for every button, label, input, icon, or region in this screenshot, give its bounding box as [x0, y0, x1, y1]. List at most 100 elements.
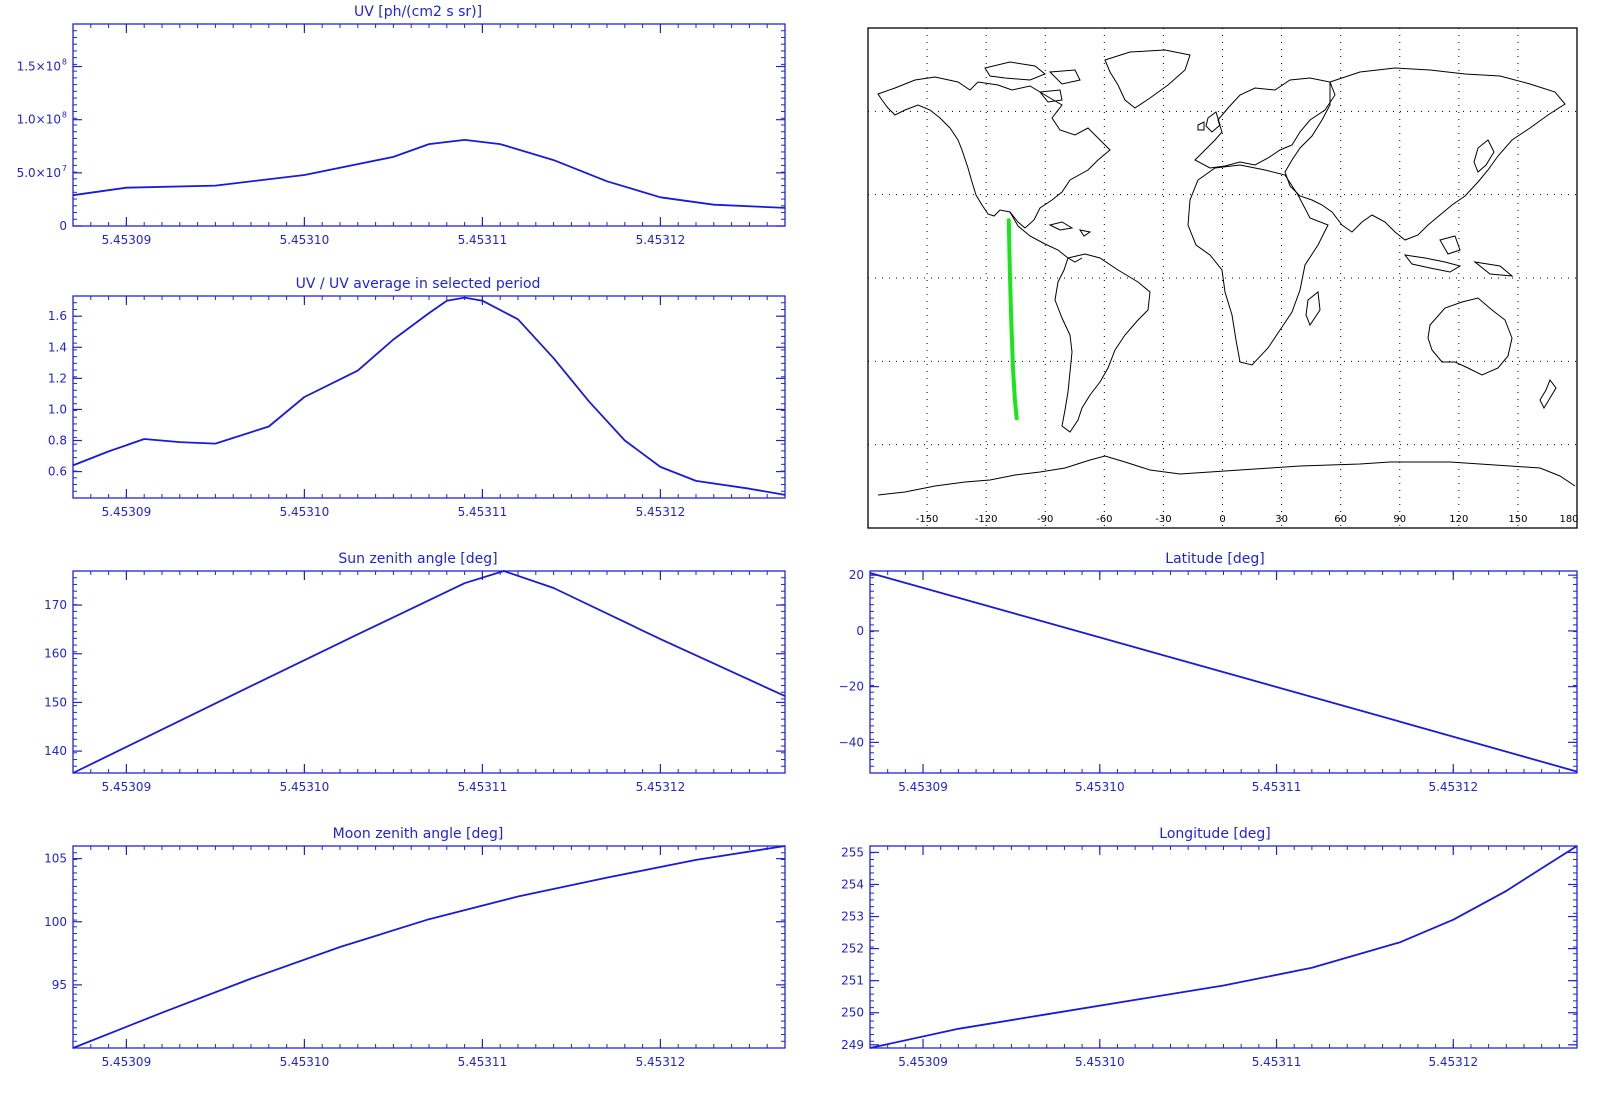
moon-ytick-label: 105 [44, 852, 67, 866]
coastline-australia [1427, 297, 1513, 376]
coastline-central-america [1009, 211, 1083, 263]
coastline-antarctica [877, 455, 1576, 496]
lon-plot: 5.45309 5.45310 5.45311 5.45312 249 250 251 252… [841, 845, 1578, 1069]
moon-axes-frame [72, 845, 786, 1049]
moon-minor-ticks [73, 846, 785, 1048]
lon-xtick-label: 5.45311 [1252, 1055, 1302, 1069]
moon-ytick-label: 95 [52, 978, 67, 992]
ratio-xtick-label: 5.45309 [102, 505, 152, 519]
uv-xtick-label: 5.45312 [636, 233, 686, 247]
lon-ytick-label: 253 [841, 910, 864, 924]
sun-minor-ticks [73, 571, 785, 773]
uv-ytick-label: 0 [59, 219, 67, 233]
ratio-ytick-label: 1.0 [48, 402, 67, 416]
coastline-arctic-islands [984, 61, 1081, 103]
moon-ytick-label: 100 [44, 915, 67, 929]
sun-xtick-label: 5.45310 [280, 780, 330, 794]
moon-xtick-label: 5.45312 [636, 1055, 686, 1069]
ratio-ytick-label: 1.4 [48, 340, 67, 354]
moon-series-line [72, 845, 786, 1049]
ratio-xtick-label: 5.45311 [458, 505, 508, 519]
lat-ytick-label: 0 [856, 624, 864, 638]
coastline-greenland [1104, 49, 1191, 109]
coastline-south-america [1054, 253, 1151, 433]
lon-xtick-label: 5.45312 [1428, 1055, 1478, 1069]
lon-xtick-label: 5.45309 [898, 1055, 948, 1069]
coastline-north-america [877, 76, 1111, 229]
sun-ytick-label: 160 [44, 647, 67, 661]
ratio-xtick-label: 5.45310 [280, 505, 330, 519]
lon-minor-ticks [870, 846, 1577, 1048]
sun-axes-frame [72, 570, 786, 774]
sun-plot: 5.45309 5.45310 5.45311 5.45312 140 150 160 170 [44, 570, 786, 794]
sun-chart-title: Sun zenith angle [deg] [338, 551, 497, 567]
map-lon-tick-label: -30 [1155, 514, 1171, 525]
lon-axes-frame [869, 845, 1578, 1049]
lat-plot: 5.45309 5.45310 5.45311 5.45312 −40 −20 0 20 [839, 568, 1578, 794]
ratio-ytick-label: 1.6 [48, 309, 67, 323]
coastline-japan [1473, 139, 1495, 173]
uv-ytick-exponent: 8 [62, 111, 67, 120]
lat-xtick-label: 5.45312 [1428, 780, 1478, 794]
ratio-xtick-label: 5.45312 [636, 505, 686, 519]
map-lon-tick-label: -60 [1096, 514, 1112, 525]
ratio-series-line [72, 296, 786, 496]
moon-plot: 5.45309 5.45310 5.45311 5.45312 95 100 105 [44, 845, 786, 1069]
map-lon-tick-label: 90 [1393, 514, 1406, 525]
lon-ytick-label: 249 [841, 1038, 864, 1052]
map-longitude-ticks: -150 -120 -90 -60 -30 0 30 60 90 120 150 180 [916, 514, 1579, 525]
coastline-africa [1187, 164, 1329, 366]
uv-minor-ticks [73, 24, 785, 226]
uv-axes-frame [72, 23, 786, 227]
coastlines [877, 49, 1576, 496]
lat-xtick-label: 5.45310 [1075, 780, 1125, 794]
sun-xtick-label: 5.45311 [458, 780, 508, 794]
uv-ytick-exponent: 8 [62, 58, 67, 67]
lon-ytick-label: 250 [841, 1006, 864, 1020]
map-lon-tick-label: 180 [1559, 514, 1578, 525]
moon-xtick-label: 5.45310 [280, 1055, 330, 1069]
lat-ytick-label: −20 [839, 680, 864, 694]
lon-ytick-label: 251 [841, 974, 864, 988]
moon-xtick-label: 5.45311 [458, 1055, 508, 1069]
uv-ytick-label: 1.0×10 [17, 113, 61, 127]
lat-ytick-label: −40 [839, 735, 864, 749]
moon-xtick-label: 5.45309 [102, 1055, 152, 1069]
uv-xtick-label: 5.45309 [102, 233, 152, 247]
lon-ytick-label: 255 [841, 845, 864, 859]
ratio-ytick-label: 0.6 [48, 465, 67, 479]
map-lon-tick-label: -90 [1037, 514, 1053, 525]
uv-plot: 5.45309 5.45310 5.45311 5.45312 0 5.0×10 7 1.0×… [17, 23, 786, 247]
lon-ytick-label: 254 [841, 877, 864, 891]
ratio-ytick-label: 1.2 [48, 371, 67, 385]
coastline-indonesia [1403, 235, 1514, 277]
map-lon-tick-label: 150 [1508, 514, 1527, 525]
world-map: -150 -120 -90 -60 -30 0 30 60 90 120 150 180 [867, 27, 1579, 529]
uv-ytick-label: 5.0×10 [17, 166, 61, 180]
longitude-chart-title: Longitude [deg] [1159, 826, 1270, 842]
map-lon-tick-label: -120 [975, 514, 998, 525]
map-lon-tick-label: -150 [916, 514, 939, 525]
map-grid [868, 28, 1577, 528]
ratio-axes-frame [72, 295, 786, 499]
uv-xtick-label: 5.45311 [458, 233, 508, 247]
sun-xtick-label: 5.45312 [636, 780, 686, 794]
map-lon-tick-label: 30 [1275, 514, 1288, 525]
coastline-asia [1284, 67, 1566, 241]
sun-ytick-label: 150 [44, 695, 67, 709]
coastline-uk [1197, 111, 1221, 133]
coastline-new-zealand [1539, 378, 1557, 410]
lon-ytick-label: 252 [841, 942, 864, 956]
lat-xtick-label: 5.45311 [1252, 780, 1302, 794]
moon-chart-title: Moon zenith angle [deg] [333, 826, 504, 842]
lat-xtick-label: 5.45309 [898, 780, 948, 794]
lon-series-line [869, 845, 1578, 1049]
sun-series-line [72, 570, 786, 774]
lon-xtick-label: 5.45310 [1075, 1055, 1125, 1069]
coastline-caribbean [1048, 221, 1092, 237]
latitude-chart-title: Latitude [deg] [1165, 551, 1264, 567]
ratio-chart-title: UV / UV average in selected period [296, 276, 541, 292]
coastline-madagascar [1305, 291, 1321, 327]
ratio-ytick-label: 0.8 [48, 434, 67, 448]
coastline-europe [1194, 77, 1336, 169]
